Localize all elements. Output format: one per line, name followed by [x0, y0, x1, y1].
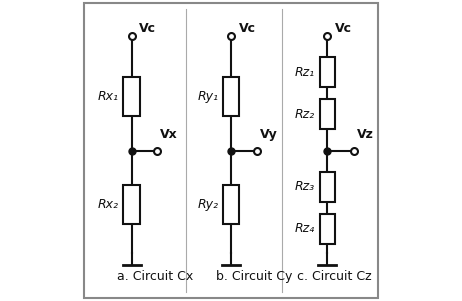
Text: Vc: Vc: [335, 22, 352, 35]
Text: Vc: Vc: [139, 22, 156, 35]
Text: c. Circuit Cz: c. Circuit Cz: [297, 270, 372, 283]
FancyBboxPatch shape: [123, 185, 140, 224]
Text: Rz₂: Rz₂: [295, 108, 315, 121]
FancyBboxPatch shape: [223, 77, 239, 116]
FancyBboxPatch shape: [84, 3, 378, 298]
Text: Rx₁: Rx₁: [98, 90, 119, 103]
Text: Ry₁: Ry₁: [197, 90, 218, 103]
Text: Vz: Vz: [358, 129, 374, 141]
Text: Rx₂: Rx₂: [98, 198, 119, 211]
FancyBboxPatch shape: [223, 185, 239, 224]
Text: Rz₃: Rz₃: [295, 180, 315, 193]
Text: Vc: Vc: [238, 22, 255, 35]
Text: Vx: Vx: [160, 129, 178, 141]
FancyBboxPatch shape: [123, 77, 140, 116]
Text: Rz₁: Rz₁: [295, 66, 315, 79]
FancyBboxPatch shape: [320, 99, 335, 129]
FancyBboxPatch shape: [320, 57, 335, 87]
Text: Rz₄: Rz₄: [295, 222, 315, 235]
Text: b. Circuit Cy: b. Circuit Cy: [216, 270, 292, 283]
Text: Ry₂: Ry₂: [197, 198, 218, 211]
FancyBboxPatch shape: [320, 214, 335, 244]
Text: a. Circuit Cx: a. Circuit Cx: [116, 270, 193, 283]
Text: Vy: Vy: [260, 129, 277, 141]
FancyBboxPatch shape: [320, 172, 335, 202]
